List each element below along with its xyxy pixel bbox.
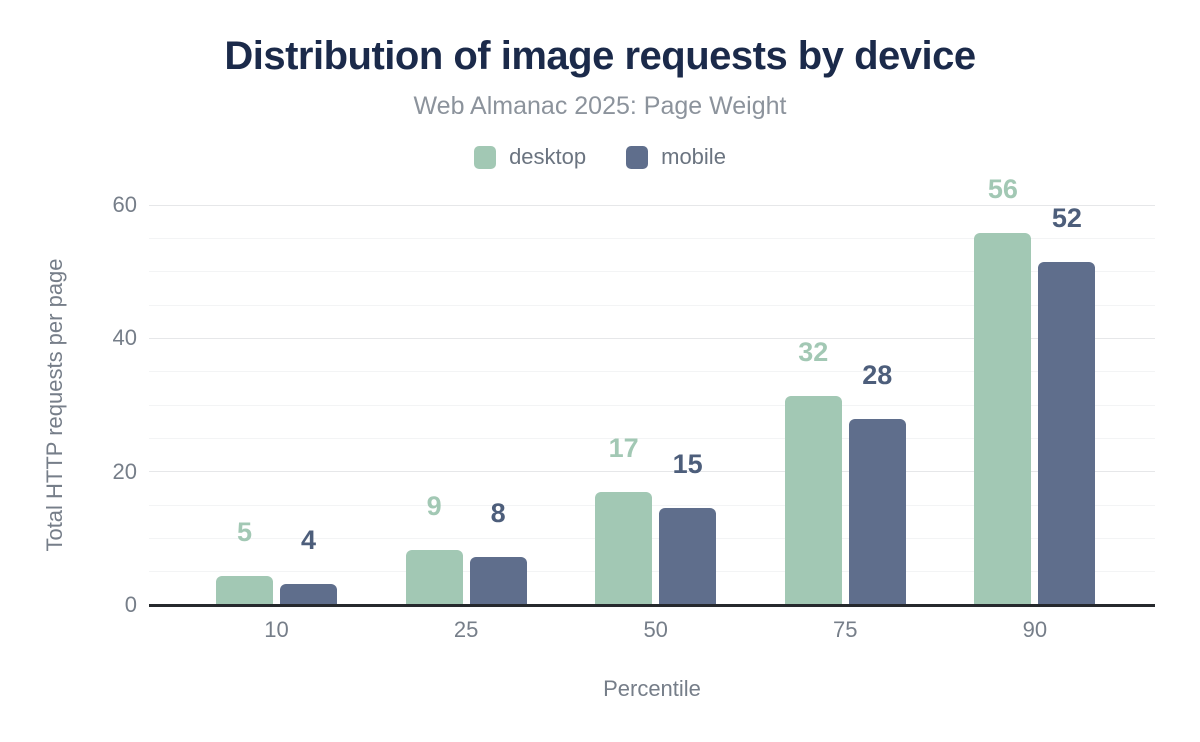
x-tick-25: 25 <box>453 617 479 642</box>
gridline-major <box>149 471 1155 473</box>
gridline-minor <box>149 237 1155 239</box>
value-label-desktop-p50: 17 <box>608 432 639 463</box>
bar-desktop-p25[interactable] <box>405 550 463 605</box>
mobile-swatch-icon <box>626 145 649 169</box>
y-tick-60: 60 <box>112 192 137 217</box>
gridline-minor <box>149 304 1155 306</box>
y-tick-0: 0 <box>124 592 137 617</box>
legend-label-desktop: desktop <box>509 144 587 169</box>
value-label-mobile-p90: 52 <box>1051 203 1082 234</box>
value-label-desktop-p75: 32 <box>798 337 829 368</box>
bar-desktop-p90[interactable] <box>974 233 1032 605</box>
gridline-major <box>149 337 1155 339</box>
value-label-mobile-p75: 28 <box>862 360 893 390</box>
bar-mobile-p50[interactable] <box>659 507 717 605</box>
value-label-mobile-p10: 4 <box>300 525 317 556</box>
bar-mobile-p90[interactable] <box>1038 262 1096 605</box>
gridline-minor <box>149 271 1155 273</box>
x-tick-90: 90 <box>1022 617 1048 642</box>
y-tick-40: 40 <box>112 325 137 351</box>
y-tick-20: 20 <box>112 458 137 484</box>
legend-item-mobile[interactable]: mobile <box>626 144 726 170</box>
bar-desktop-p75[interactable] <box>784 396 842 605</box>
bar-mobile-p25[interactable] <box>469 557 527 605</box>
bar-mobile-p10[interactable] <box>280 584 337 605</box>
x-tick-75: 75 <box>833 617 858 642</box>
gridline-minor <box>149 371 1155 373</box>
chart-title: Distribution of image requests by device <box>224 34 976 78</box>
x-tick-10: 10 <box>264 617 289 642</box>
bar-desktop-p10[interactable] <box>216 576 273 605</box>
plot-area: 5 4 9 8 17 15 32 28 56 52 <box>149 174 1155 605</box>
value-label-desktop-p10: 5 <box>236 517 253 548</box>
gridline-major <box>149 204 1155 206</box>
gridline-minor <box>149 437 1155 439</box>
legend-item-desktop[interactable]: desktop <box>474 144 586 170</box>
x-tick-50: 50 <box>643 617 668 642</box>
legend: desktop mobile <box>0 144 1200 170</box>
gridline-minor <box>149 404 1155 406</box>
value-label-desktop-p90: 56 <box>987 174 1018 204</box>
x-axis-line <box>149 604 1155 607</box>
bar-mobile-p75[interactable] <box>848 419 906 605</box>
bar-desktop-p50[interactable] <box>595 491 653 605</box>
value-label-mobile-p50: 15 <box>672 448 703 479</box>
x-axis-title: Percentile <box>603 676 701 701</box>
chart-subtitle: Web Almanac 2025: Page Weight <box>413 92 787 120</box>
desktop-swatch-icon <box>474 145 497 169</box>
legend-label-mobile: mobile <box>661 144 726 169</box>
y-axis-title: Total HTTP requests per page <box>42 258 67 552</box>
value-label-mobile-p25: 8 <box>490 498 506 528</box>
value-label-desktop-p25: 9 <box>426 491 442 522</box>
